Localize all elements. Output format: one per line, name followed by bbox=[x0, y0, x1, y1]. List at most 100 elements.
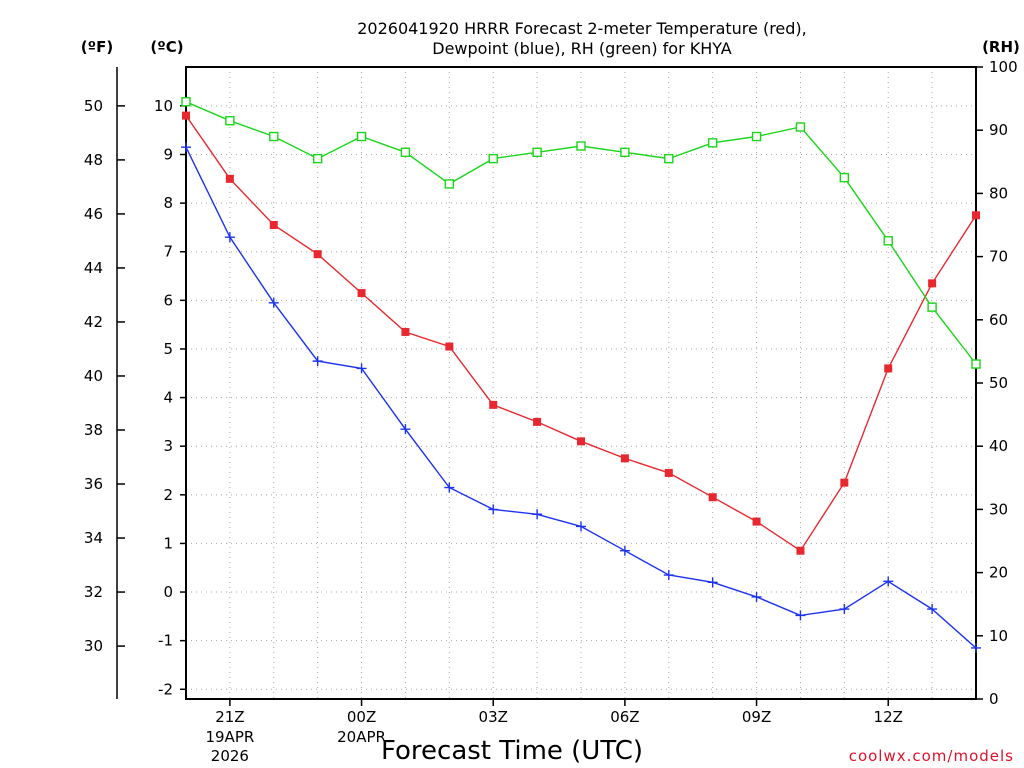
fahrenheit-tick-label: 36 bbox=[84, 475, 103, 493]
dewpoint-point bbox=[663, 570, 674, 581]
rh-point bbox=[488, 153, 498, 164]
dewpoint-point bbox=[444, 482, 455, 493]
rh-tick-label: 10 bbox=[989, 627, 1008, 645]
dewpoint-point bbox=[532, 509, 543, 520]
dewpoint-point bbox=[400, 424, 411, 435]
temperature-point bbox=[840, 478, 849, 487]
dewpoint-point bbox=[751, 591, 762, 602]
dewpoint-point bbox=[927, 604, 938, 615]
temperature-point bbox=[357, 289, 366, 298]
celsius-tick-label: 5 bbox=[163, 340, 173, 358]
rh-point bbox=[971, 359, 981, 369]
celsius-tick-label: 1 bbox=[163, 534, 173, 552]
celsius-tick-label: 10 bbox=[154, 97, 173, 115]
dewpoint-point bbox=[576, 521, 586, 532]
celsius-unit-label: (ºC) bbox=[150, 38, 183, 56]
celsius-tick-label: -1 bbox=[158, 632, 173, 650]
credit-text: coolwx.com/models bbox=[849, 747, 1014, 765]
dewpoint-point bbox=[795, 610, 806, 621]
temperature-point bbox=[884, 364, 893, 373]
rh-tick-label: 50 bbox=[989, 374, 1008, 392]
dewpoint-point bbox=[356, 363, 367, 374]
chart-title-line2: Dewpoint (blue), RH (green) for KHYA bbox=[432, 39, 732, 58]
rh-point bbox=[795, 122, 806, 132]
dewpoint-point bbox=[883, 576, 894, 587]
celsius-tick-label: 0 bbox=[163, 583, 173, 601]
rh-point bbox=[751, 131, 762, 142]
x-tick-label: 21Z bbox=[215, 708, 244, 726]
grid bbox=[186, 67, 976, 699]
dewpoint-point bbox=[619, 545, 630, 556]
fahrenheit-tick-label: 48 bbox=[84, 151, 103, 169]
x-tick-label: 12Z bbox=[874, 708, 903, 726]
temperature-point bbox=[972, 211, 980, 220]
rh-tick-label: 30 bbox=[989, 500, 1008, 518]
celsius-tick-label: 4 bbox=[163, 389, 173, 407]
rh-point bbox=[576, 141, 586, 151]
rh-point bbox=[444, 179, 455, 189]
temperature-point bbox=[269, 221, 278, 229]
dewpoint-point bbox=[839, 604, 850, 615]
rh-point bbox=[269, 131, 279, 142]
celsius-tick-label: 8 bbox=[163, 194, 173, 212]
dewpoint-point bbox=[224, 232, 235, 243]
series-layer bbox=[181, 97, 981, 653]
temperature-point bbox=[489, 400, 498, 409]
dewpoint-point bbox=[312, 356, 323, 367]
temperature-point bbox=[796, 546, 805, 555]
rh-point bbox=[225, 116, 235, 126]
rh-point bbox=[839, 172, 850, 183]
fahrenheit-tick-label: 44 bbox=[84, 259, 103, 277]
x-tick-year: 2026 bbox=[211, 747, 249, 765]
temperature-point bbox=[664, 468, 673, 477]
temperature-point bbox=[445, 342, 454, 351]
celsius-tick-label: 3 bbox=[163, 437, 173, 455]
temperature-point bbox=[401, 327, 410, 336]
dewpoint-point bbox=[181, 142, 191, 153]
dewpoint-point bbox=[268, 297, 279, 308]
x-tick-date: 19APR bbox=[205, 728, 254, 746]
temperature-point bbox=[752, 517, 761, 526]
temperature-point bbox=[225, 174, 234, 183]
fahrenheit-tick-label: 46 bbox=[84, 205, 103, 223]
rh-tick-label: 70 bbox=[989, 248, 1008, 266]
temperature-point bbox=[313, 250, 322, 259]
x-tick-label: 09Z bbox=[742, 708, 771, 726]
fahrenheit-tick-label: 40 bbox=[84, 367, 103, 385]
rh-point bbox=[664, 153, 674, 164]
celsius-tick-label: -2 bbox=[158, 680, 173, 698]
rh-tick-label: 40 bbox=[989, 437, 1008, 455]
celsius-tick-label: 2 bbox=[163, 486, 173, 504]
celsius-tick-label: 7 bbox=[163, 243, 173, 261]
rh-tick-label: 20 bbox=[989, 564, 1008, 582]
rh-point bbox=[707, 138, 718, 148]
dewpoint-point bbox=[971, 642, 981, 653]
rh-point bbox=[356, 131, 367, 142]
rh-tick-label: 90 bbox=[989, 121, 1008, 139]
x-tick-label: 06Z bbox=[610, 708, 639, 726]
rh-tick-label: 100 bbox=[989, 58, 1018, 76]
temperature-point bbox=[928, 279, 937, 288]
rh-tick-label: 0 bbox=[989, 690, 999, 708]
dewpoint-point bbox=[488, 504, 499, 515]
temperature-point bbox=[620, 454, 629, 463]
x-tick-label: 03Z bbox=[479, 708, 508, 726]
temperature-point bbox=[577, 437, 585, 446]
dewpoint-point bbox=[707, 577, 718, 588]
axes: -2-1012345678910303234363840424446485001… bbox=[84, 58, 1018, 765]
temperature-point bbox=[708, 493, 717, 502]
fahrenheit-tick-label: 34 bbox=[84, 529, 103, 547]
rh-point bbox=[181, 97, 191, 107]
fahrenheit-tick-label: 32 bbox=[84, 583, 103, 601]
celsius-tick-label: 9 bbox=[163, 146, 173, 164]
celsius-tick-label: 6 bbox=[163, 291, 173, 309]
fahrenheit-tick-label: 50 bbox=[84, 97, 103, 115]
rh-point bbox=[400, 147, 411, 158]
rh-unit-label: (RH) bbox=[982, 38, 1020, 56]
temperature-point bbox=[533, 417, 542, 426]
chart-title-line1: 2026041920 HRRR Forecast 2-meter Tempera… bbox=[357, 19, 807, 38]
x-tick-date: 20APR bbox=[337, 728, 386, 746]
fahrenheit-unit-label: (ºF) bbox=[81, 38, 113, 56]
rh-point bbox=[532, 147, 542, 158]
